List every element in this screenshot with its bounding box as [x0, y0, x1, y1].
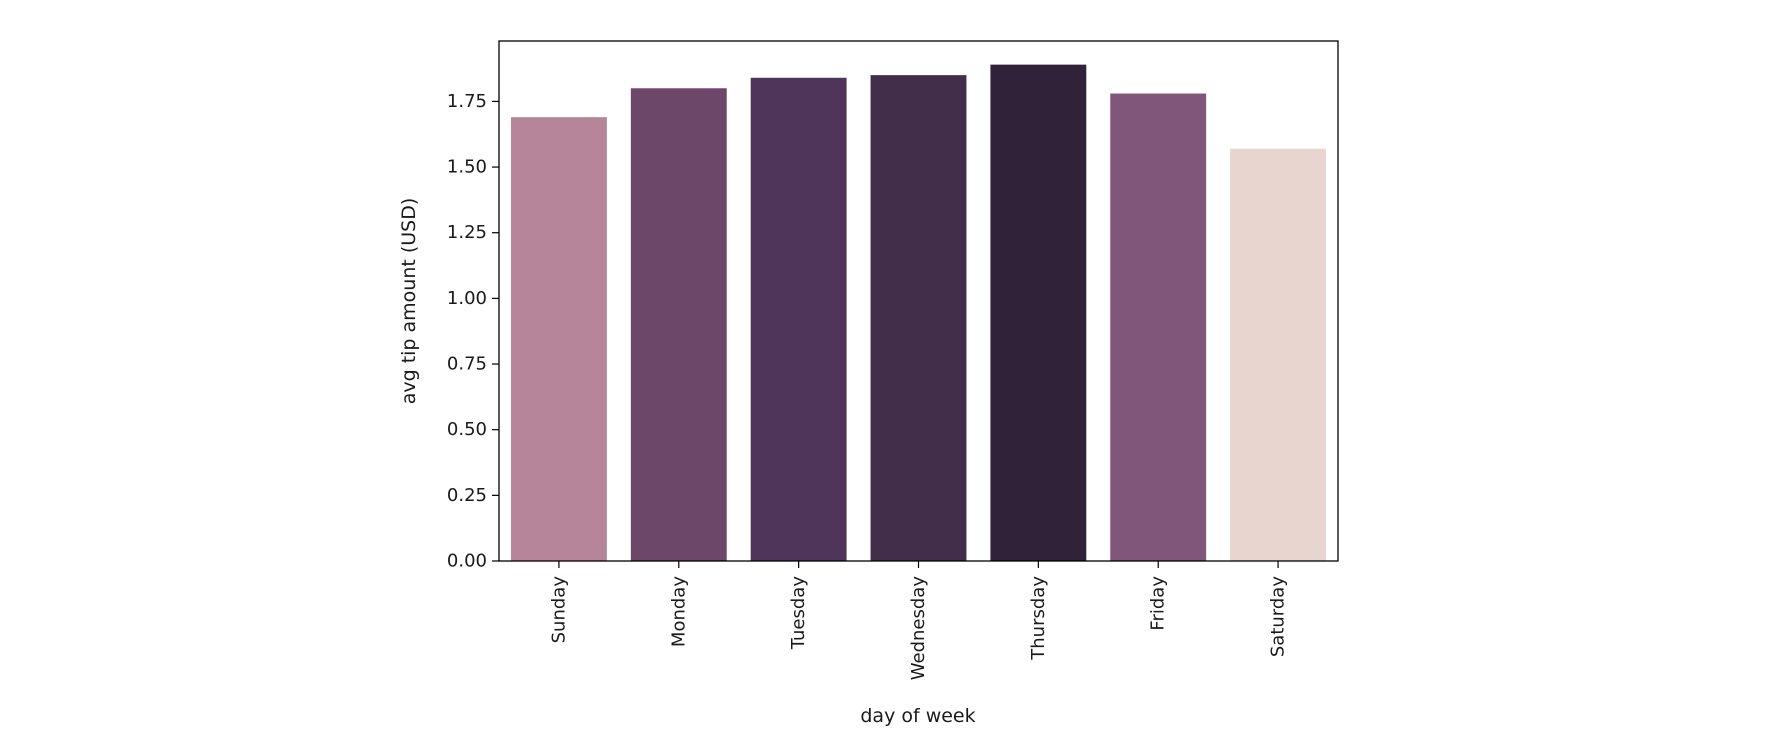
bar-monday: [630, 88, 727, 561]
x-tick-label: Friday: [1148, 576, 1169, 631]
y-tick-label: 1.75: [447, 91, 487, 112]
y-tick-label: 0.50: [447, 419, 487, 440]
plot-frame: [498, 40, 1339, 562]
y-tick-label: 1.25: [447, 222, 487, 243]
bar-tuesday: [750, 77, 847, 562]
x-tick-label: Wednesday: [908, 576, 929, 681]
x-tick-label: Saturday: [1268, 576, 1289, 657]
y-tick-label: 1.50: [447, 157, 487, 178]
x-tick-label: Tuesday: [788, 576, 809, 651]
y-axis-label: avg tip amount (USD): [398, 198, 420, 405]
bars-group: [510, 64, 1327, 562]
x-tick-label: Sunday: [548, 576, 569, 644]
bar-sunday: [510, 117, 607, 561]
x-tick-label: Thursday: [1028, 576, 1049, 661]
bar-friday: [1110, 93, 1207, 561]
bar-saturday: [1230, 148, 1327, 562]
bar-wednesday: [870, 75, 967, 561]
y-tick-label: 1.00: [447, 288, 487, 309]
x-tick-label: Monday: [668, 576, 689, 647]
x-axis-ticks: Sunday Monday Tuesday Wednesday Thursday Frid…: [548, 561, 1289, 681]
bar-thursday: [990, 64, 1087, 562]
y-tick-label: 0.75: [447, 354, 487, 375]
y-tick-label: 0.25: [447, 485, 487, 506]
y-tick-label: 0.00: [447, 551, 487, 572]
y-axis-ticks: 0.00 0.25 0.50 0.75 1.00 1.25 1.50 1.75: [447, 91, 499, 572]
x-axis-label: day of week: [860, 705, 975, 727]
